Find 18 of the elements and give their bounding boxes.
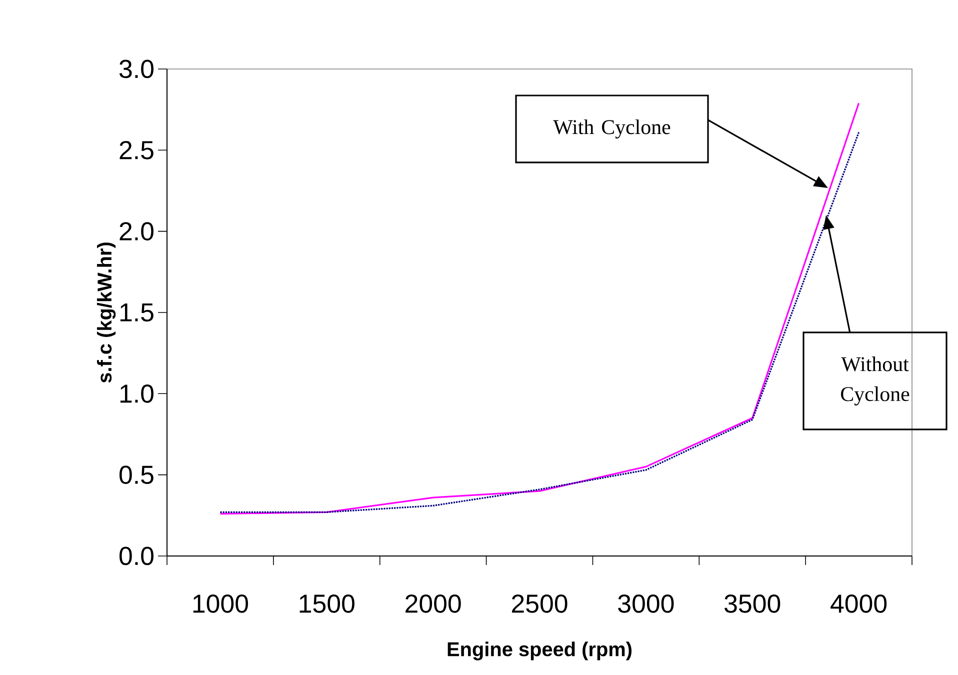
x-tick-label: 2000 bbox=[406, 594, 461, 613]
y-axis-title: s.f.c (kg/kW.hr) bbox=[96, 242, 116, 383]
x-tick-label: 1500 bbox=[300, 594, 354, 613]
annotation: With Cyclone bbox=[553, 119, 670, 139]
y-tick-label: 3.0 bbox=[119, 60, 154, 78]
y-tick-label: 0.5 bbox=[119, 466, 154, 484]
annotation: Without Cyclone bbox=[841, 356, 910, 406]
x-tick-label: 3000 bbox=[618, 594, 674, 613]
y-tick-label: 0.0 bbox=[119, 546, 154, 566]
y-tick-label: 1.0 bbox=[120, 384, 154, 403]
x-tick-label: 3500 bbox=[724, 594, 780, 613]
x-axis-title: Engine speed (rpm) bbox=[448, 642, 632, 660]
x-tick-label: 4000 bbox=[830, 594, 887, 613]
x-tick-label: 2500 bbox=[512, 594, 568, 613]
x-tick-label: 1000 bbox=[193, 594, 248, 613]
y-tick-label: 2.5 bbox=[120, 140, 154, 160]
y-tick-label: 1.5 bbox=[120, 303, 154, 322]
y-tick-label: 2.0 bbox=[120, 222, 154, 240]
